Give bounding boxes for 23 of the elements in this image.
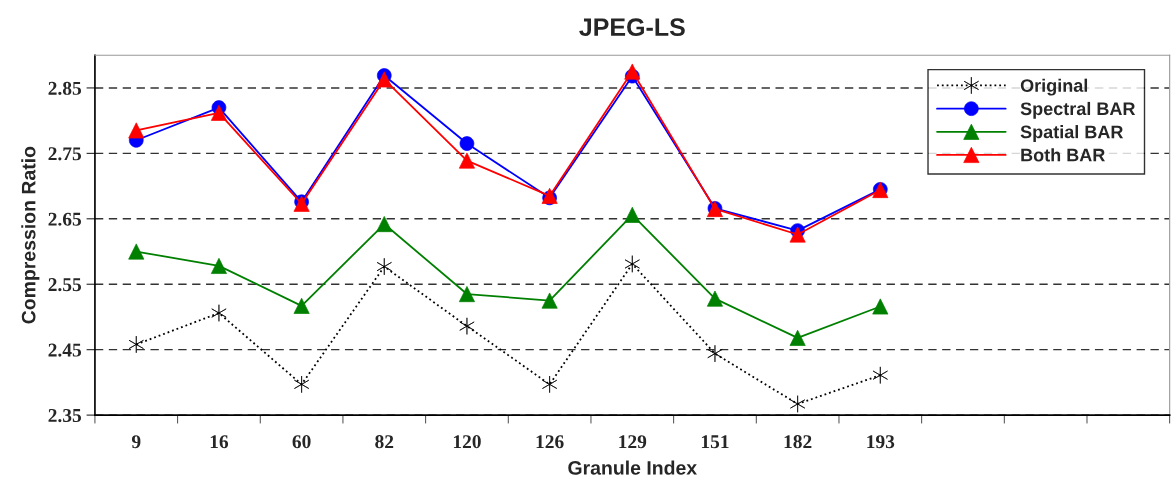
- x-tick-label: 129: [619, 435, 647, 449]
- y-tick-label: 2.45: [48, 343, 82, 357]
- x-tick-label: 151: [701, 435, 729, 449]
- legend-label: Both BAR: [1021, 148, 1105, 162]
- x-tick-label: 120: [453, 435, 481, 449]
- y-tick-label: 2.65: [48, 212, 82, 226]
- y-tick-label: 2.35: [48, 408, 82, 423]
- x-tick-label: 60: [292, 435, 311, 449]
- y-axis-title: Compression Ratio: [21, 146, 40, 324]
- legend-label: Original: [1020, 78, 1088, 96]
- chart-title: JPEG-LS: [579, 18, 685, 37]
- x-tick-label: 193: [867, 435, 895, 449]
- legend-label: Spectral BAR: [1020, 101, 1136, 119]
- y-tick-label: 2.75: [48, 147, 82, 161]
- x-tick-label: 126: [536, 435, 564, 449]
- y-tick-label: 2.85: [48, 81, 82, 95]
- x-tick-label: 182: [784, 435, 812, 449]
- x-axis-title: Granule Index: [568, 460, 697, 475]
- x-tick-label: 82: [375, 435, 394, 449]
- y-tick-label: 2.55: [48, 278, 82, 292]
- x-tick-label: 9: [131, 435, 141, 449]
- legend-label: Spatial BAR: [1020, 125, 1124, 142]
- x-tick-label: 16: [210, 435, 229, 449]
